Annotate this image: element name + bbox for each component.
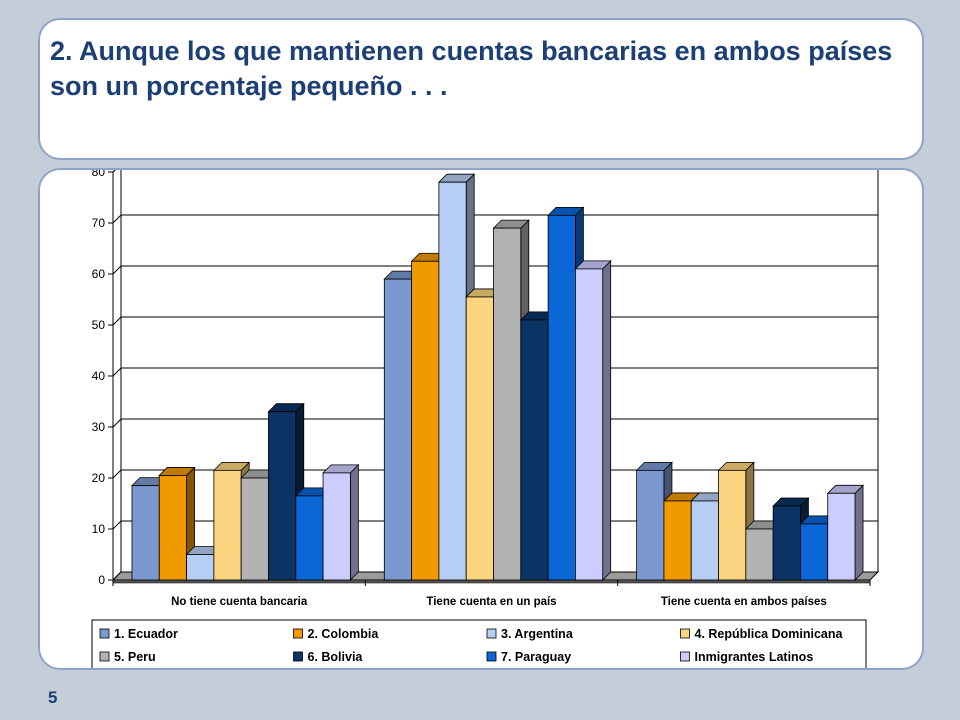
bar bbox=[465, 296, 494, 581]
gridline-side bbox=[112, 214, 122, 224]
legend-box bbox=[91, 619, 867, 668]
bar bbox=[800, 523, 829, 581]
legend-label: 7. Paraguay bbox=[501, 650, 571, 664]
bar bbox=[213, 469, 242, 581]
y-tick-label: 10 bbox=[92, 522, 106, 536]
bar bbox=[745, 528, 774, 581]
legend-swatch bbox=[680, 628, 690, 639]
gridline-side bbox=[112, 265, 122, 275]
legend-label: 5. Peru bbox=[114, 650, 156, 664]
legend: 1. Ecuador 2. Colombia 3. Argentina 4. Repú… bbox=[91, 619, 867, 668]
chart-panel: 0 10 20 30 40 50 60 70 80 No tiene cuenta bancar… bbox=[38, 168, 924, 670]
x-tick-label: No tiene cuenta bancaria bbox=[171, 596, 308, 608]
bar-side bbox=[854, 484, 864, 581]
bar bbox=[268, 411, 297, 581]
slide-title: 2. Aunque los que mantienen cuentas banc… bbox=[50, 36, 893, 101]
legend-label: 2. Colombia bbox=[308, 627, 380, 641]
legend-swatch bbox=[486, 651, 497, 662]
x-tick-label: Tiene cuenta en un país bbox=[426, 596, 556, 608]
y-tick-label: 50 bbox=[92, 318, 106, 332]
bar-side bbox=[602, 259, 612, 581]
bar bbox=[575, 268, 604, 581]
bar bbox=[438, 181, 467, 581]
legend-swatch bbox=[680, 651, 690, 662]
y-tick-label: 20 bbox=[92, 471, 106, 485]
y-axis: 0 10 20 30 40 50 60 70 80 bbox=[92, 170, 114, 587]
bar bbox=[158, 475, 187, 581]
bar bbox=[240, 477, 269, 581]
x-axis: No tiene cuenta bancaria Tiene cuenta en … bbox=[112, 580, 871, 608]
x-tick-label: Tiene cuenta en ambos países bbox=[661, 596, 827, 608]
gridline-side bbox=[112, 316, 122, 326]
legend-label: 4. República Dominicana bbox=[695, 627, 844, 641]
y-tick-label: 0 bbox=[98, 573, 105, 587]
bar bbox=[663, 500, 692, 581]
y-tick-label: 80 bbox=[92, 170, 106, 179]
bar bbox=[718, 469, 747, 581]
page-number: 5 bbox=[48, 688, 58, 707]
bar bbox=[131, 485, 160, 581]
y-tick-label: 60 bbox=[92, 267, 106, 281]
gridline-side bbox=[112, 469, 122, 479]
gridline-side bbox=[112, 418, 122, 428]
bar-side bbox=[349, 463, 359, 581]
legend-label: 3. Argentina bbox=[501, 627, 574, 641]
bar bbox=[520, 319, 549, 581]
bar bbox=[295, 495, 324, 581]
gridline-side bbox=[112, 170, 116, 173]
legend-swatch bbox=[293, 628, 303, 639]
bars bbox=[131, 173, 864, 581]
bar bbox=[411, 260, 440, 581]
legend-swatch bbox=[486, 628, 497, 639]
floor-edge bbox=[112, 579, 871, 584]
legend-label: 6. Bolivia bbox=[308, 650, 364, 664]
legend-swatch bbox=[99, 651, 110, 662]
legend-swatch bbox=[293, 651, 303, 662]
bar bbox=[322, 472, 351, 581]
title-panel: 2. Aunque los que mantienen cuentas banc… bbox=[38, 18, 924, 160]
legend-swatch bbox=[99, 628, 110, 639]
y-tick-label: 70 bbox=[92, 216, 106, 230]
bar bbox=[772, 505, 801, 581]
bar-chart: 0 10 20 30 40 50 60 70 80 No tiene cuenta bancar… bbox=[91, 170, 880, 668]
gridline-side bbox=[112, 520, 122, 530]
bar bbox=[827, 492, 856, 581]
y-tick-label: 40 bbox=[92, 369, 106, 383]
bar bbox=[383, 278, 412, 581]
legend-label: Inmigrantes Latinos bbox=[695, 650, 814, 664]
bar bbox=[493, 227, 522, 581]
legend-label: 1. Ecuador bbox=[114, 627, 178, 641]
y-tick-label: 30 bbox=[92, 420, 106, 434]
bar bbox=[636, 469, 665, 581]
bar bbox=[547, 214, 576, 581]
gridline-side bbox=[112, 367, 122, 377]
bar bbox=[186, 554, 215, 581]
bar bbox=[690, 500, 719, 581]
